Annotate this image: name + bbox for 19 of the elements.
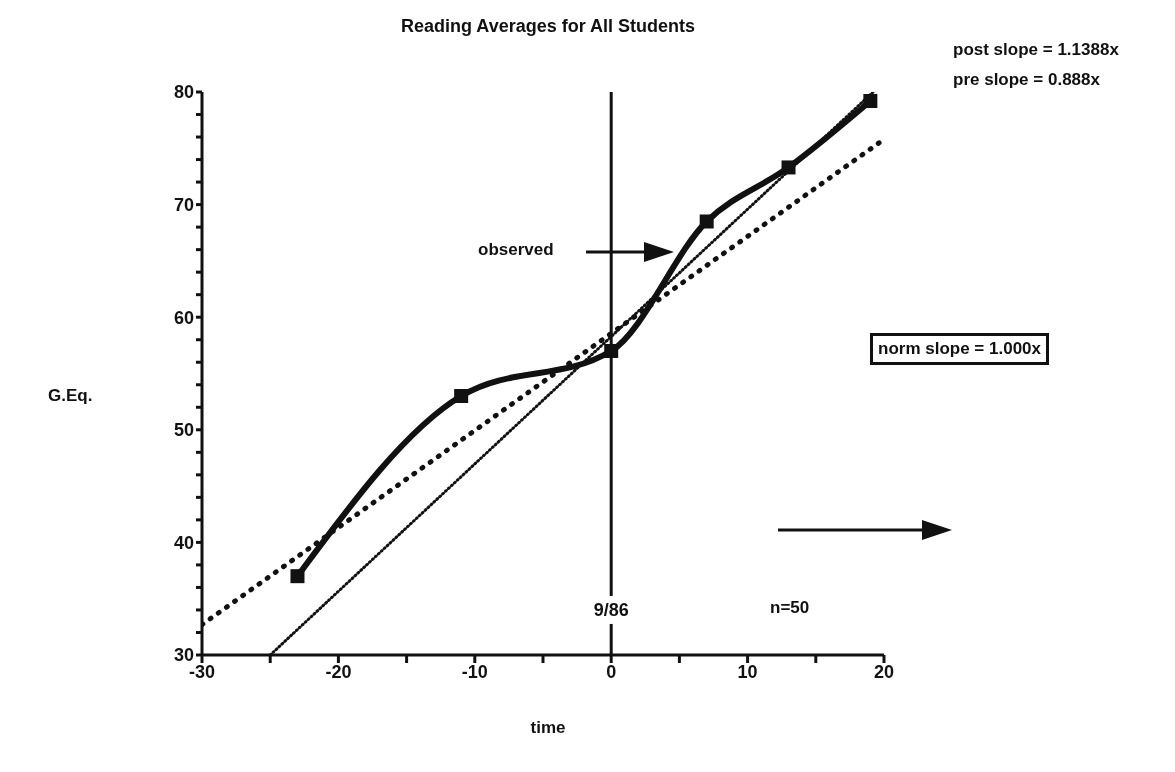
text: post slope = 1.1388x	[953, 40, 1119, 60]
chart-title: Reading Averages for All Students	[399, 16, 697, 37]
annotation: observed	[478, 240, 554, 260]
x-axis-title: time	[529, 718, 567, 738]
y-tick-label: 40	[173, 532, 194, 553]
y-tick-label: 70	[173, 194, 194, 215]
text: pre slope = 0.888x	[953, 70, 1100, 90]
annotation: n=50	[770, 598, 810, 618]
y-tick-label: 60	[173, 307, 194, 328]
y-tick-label: 50	[173, 420, 194, 441]
x-tick-label: 0	[606, 661, 617, 682]
x-tick-label: 10	[737, 661, 758, 682]
x-tick-label: -20	[325, 661, 352, 682]
annotation: norm slope = 1.000x	[870, 333, 1049, 365]
x-tick-label: -10	[461, 661, 488, 682]
annotation: 9/86	[593, 599, 629, 620]
x-tick-label: 20	[873, 661, 895, 682]
y-tick-label: 80	[173, 82, 194, 103]
y-axis-title: G.Eq.	[48, 386, 93, 406]
